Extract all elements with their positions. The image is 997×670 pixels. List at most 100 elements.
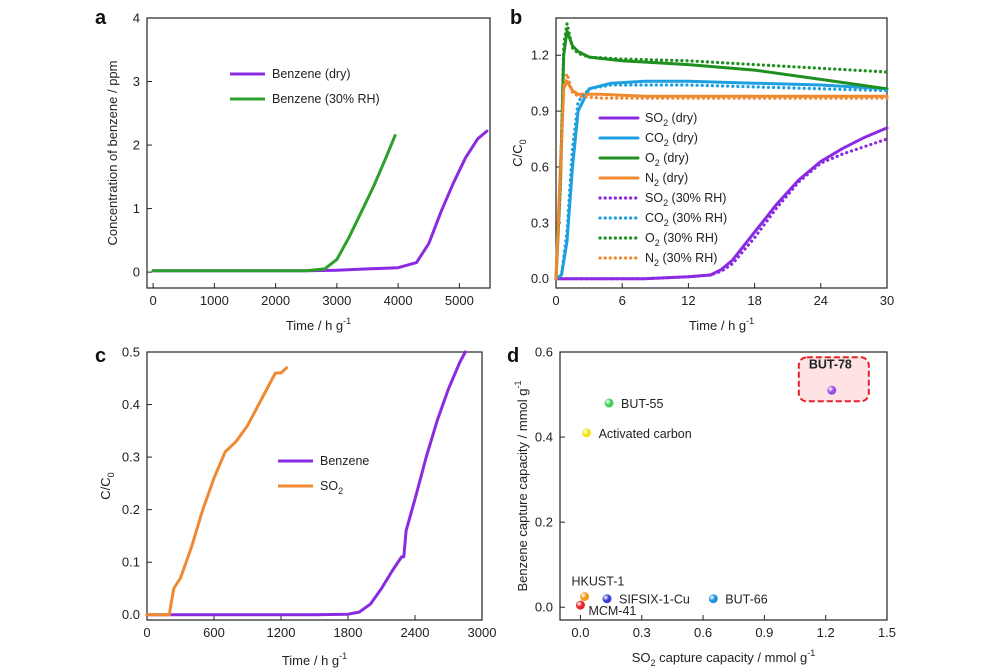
point-label: BUT-55 bbox=[621, 397, 663, 411]
series-line-so2 bbox=[145, 366, 289, 617]
legend-label: SO2 (30% RH) bbox=[645, 191, 726, 208]
x-tick-label: 0.6 bbox=[694, 625, 712, 640]
plot-frame bbox=[555, 17, 888, 289]
y-axis-label-part: Benzene capture capacity / mmol g bbox=[515, 388, 530, 591]
x-tick-label: 0.0 bbox=[571, 625, 589, 640]
plot-frame bbox=[146, 17, 491, 289]
point-label: Activated carbon bbox=[599, 427, 692, 441]
series-line-co2-dry bbox=[554, 79, 889, 281]
y-tick-label: 0.3 bbox=[531, 215, 549, 230]
legend-label-part: SO bbox=[320, 479, 338, 493]
panel-label-c: c bbox=[95, 345, 106, 367]
y-axis-label: C/C0 bbox=[98, 472, 116, 499]
y-tick-label: 0.9 bbox=[531, 104, 549, 119]
legend-label: Benzene (30% RH) bbox=[272, 92, 380, 106]
legend-label: CO2 (dry) bbox=[645, 131, 698, 148]
legend-label-part: 2 bbox=[655, 158, 660, 168]
point-label: BUT-66 bbox=[725, 593, 767, 607]
y-tick-label: 0.0 bbox=[535, 600, 553, 615]
x-axis-label: SO2 capture capacity / mmol g-1 bbox=[632, 648, 816, 668]
legend-label-part: (30% RH) bbox=[659, 251, 717, 265]
x-axis-label-part: Time / h g bbox=[286, 318, 343, 333]
legend-label-part: N bbox=[645, 171, 654, 185]
x-tick-label: 1200 bbox=[267, 625, 296, 640]
scatter-point bbox=[602, 594, 612, 604]
panel-label-d: d bbox=[507, 345, 519, 367]
series-line-n2-rh bbox=[554, 72, 889, 281]
legend-label-part: 2 bbox=[654, 178, 659, 188]
legend-label-part: (dry) bbox=[660, 151, 689, 165]
x-tick-label: 1000 bbox=[200, 293, 229, 308]
legend-label-part: SO bbox=[645, 111, 663, 125]
legend-label: O2 (dry) bbox=[645, 151, 689, 168]
x-axis-label: Time / h g-1 bbox=[689, 316, 754, 333]
x-tick-label: 0.3 bbox=[633, 625, 651, 640]
y-tick-label: 4 bbox=[133, 11, 140, 26]
x-tick-label: 4000 bbox=[384, 293, 413, 308]
legend-label-part: Benzene bbox=[320, 454, 369, 468]
legend-label: N2 (30% RH) bbox=[645, 251, 717, 268]
legend-label-part: (dry) bbox=[669, 131, 698, 145]
series-line-benzene-dry bbox=[151, 129, 489, 273]
legend-label-part: O bbox=[645, 231, 655, 245]
y-axis-label-part: -1 bbox=[513, 380, 523, 388]
y-tick-label: 1.2 bbox=[531, 48, 549, 63]
legend-label: Benzene (dry) bbox=[272, 67, 351, 81]
x-axis-label-part: -1 bbox=[746, 316, 754, 326]
highlight-box bbox=[797, 356, 870, 403]
legend-label-part: 2 bbox=[663, 118, 668, 128]
x-axis-label-part: SO bbox=[632, 650, 651, 665]
series-line-o2-rh bbox=[554, 22, 889, 281]
series-line-benzene-rh bbox=[151, 134, 397, 273]
legend-label: N2 (dry) bbox=[645, 171, 688, 188]
legend-label-part: 2 bbox=[663, 198, 668, 208]
legend-label-part: O bbox=[645, 151, 655, 165]
legend-label: O2 (30% RH) bbox=[645, 231, 718, 248]
legend-label-part: N bbox=[645, 251, 654, 265]
y-axis-label-part: 0 bbox=[106, 472, 116, 477]
legend-label-part: (dry) bbox=[668, 111, 697, 125]
plot-frame bbox=[146, 351, 483, 621]
y-axis-label: Concentration of benzene / ppm bbox=[105, 60, 120, 245]
y-tick-label: 2 bbox=[133, 138, 140, 153]
legend-label: SO2 (dry) bbox=[645, 111, 697, 128]
panel-c: c 0 600 1200 1800 2400 3000 0.0 0.1 0.2 0.3 0.4 0.5 B… bbox=[95, 345, 496, 669]
y-tick-label: 3 bbox=[133, 74, 140, 89]
series-line-benzene bbox=[145, 350, 467, 617]
x-tick-label: 30 bbox=[880, 293, 894, 308]
x-tick-label: 0 bbox=[552, 293, 559, 308]
y-tick-label: 0.1 bbox=[122, 555, 140, 570]
x-tick-label: 3000 bbox=[322, 293, 351, 308]
y-tick-label: 0.4 bbox=[122, 397, 140, 412]
legend-label: CO2 (30% RH) bbox=[645, 211, 727, 228]
x-axis-label: Time / h g-1 bbox=[286, 316, 351, 333]
x-tick-label: 1.5 bbox=[878, 625, 896, 640]
x-tick-label: 0 bbox=[150, 293, 157, 308]
scatter-point bbox=[582, 428, 592, 438]
x-tick-label: 3000 bbox=[468, 625, 497, 640]
y-tick-label: 0.5 bbox=[122, 345, 140, 360]
x-tick-label: 12 bbox=[681, 293, 695, 308]
x-axis-label-part: 2 bbox=[651, 658, 656, 668]
x-tick-label: 0 bbox=[143, 625, 150, 640]
series-line-so2-rh bbox=[554, 137, 889, 281]
legend-label-part: (30% RH) bbox=[660, 231, 718, 245]
scatter-point bbox=[827, 385, 837, 395]
panel-a: a 0 1000 2000 3000 4000 5000 0 1 2 3 4 Benzene (dry)… bbox=[95, 7, 491, 333]
legend-label-part: (30% RH) bbox=[668, 191, 726, 205]
y-axis-label-part: C/C bbox=[98, 477, 113, 499]
legend-label-part: SO bbox=[645, 191, 663, 205]
x-axis-label-part: -1 bbox=[343, 316, 351, 326]
legend-label-part: 2 bbox=[338, 486, 343, 496]
x-tick-label: 0.9 bbox=[755, 625, 773, 640]
x-tick-label: 2400 bbox=[401, 625, 430, 640]
legend-label-part: (30% RH) bbox=[669, 211, 727, 225]
panel-d: d 0.0 0.3 0.6 0.9 1.2 1.5 0.0 0.2 0.4 0.6 BUT-78 BUT… bbox=[507, 345, 896, 669]
x-axis-label-part: -1 bbox=[339, 651, 347, 661]
y-axis-label: C/C0 bbox=[510, 139, 528, 166]
legend-label-part: (dry) bbox=[659, 171, 688, 185]
x-tick-label: 5000 bbox=[445, 293, 474, 308]
y-tick-label: 0.0 bbox=[531, 271, 549, 286]
x-tick-label: 6 bbox=[619, 293, 626, 308]
